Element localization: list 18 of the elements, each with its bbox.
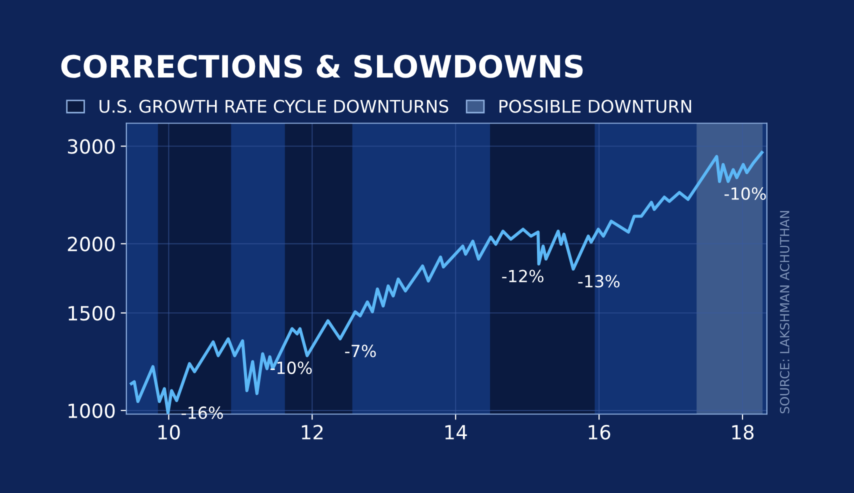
y-tick-label: 1500: [68, 306, 115, 321]
x-tick-label: 10: [158, 424, 180, 440]
y-tick-label: 2000: [68, 236, 115, 252]
y-tick-label: 3000: [68, 139, 115, 154]
source-note: SOURCE: LAKSHMAN ACHUTHAN: [780, 211, 790, 414]
x-tick-label: 12: [302, 424, 323, 440]
x-tick-label: 16: [588, 424, 610, 440]
annotation: -13%: [578, 274, 620, 288]
y-tick-label: 1000: [68, 403, 115, 418]
annotation: -12%: [502, 270, 544, 282]
annotation: -10%: [270, 362, 312, 374]
annotation: -10%: [724, 187, 766, 200]
x-tick-label: 18: [732, 424, 754, 440]
chart-title: CORRECTIONS & SLOWDOWNS: [61, 54, 583, 78]
annotation: -7%: [345, 344, 376, 358]
legend-label: POSSIBLE DOWNTURN: [500, 100, 692, 113]
legend-label: U.S. GROWTH RATE CYCLE DOWNTURNS: [100, 100, 448, 113]
x-tick-label: 14: [445, 425, 467, 440]
